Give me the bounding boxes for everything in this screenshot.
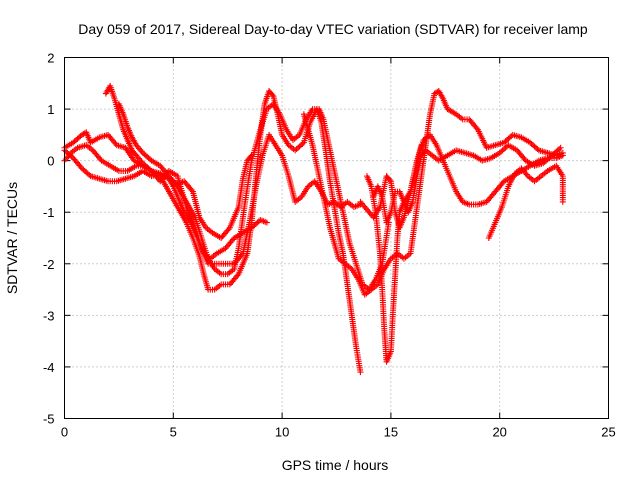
data-point xyxy=(559,198,566,205)
data-point xyxy=(418,142,425,149)
chart-title: Day 059 of 2017, Sidereal Day-to-day VTE… xyxy=(78,21,588,37)
data-series xyxy=(370,142,564,226)
data-point xyxy=(263,219,270,226)
y-tick-label: -5 xyxy=(43,412,55,427)
grid xyxy=(64,57,609,419)
x-tick-label: 10 xyxy=(275,425,289,440)
data-point xyxy=(269,91,276,98)
plot-frame xyxy=(64,57,609,419)
y-tick-label: -3 xyxy=(43,308,55,323)
axis-ticks xyxy=(64,57,609,419)
data-point xyxy=(357,369,364,376)
data-point xyxy=(559,152,566,159)
y-axis-label: SDTVAR / TECUs xyxy=(4,182,20,294)
data-series xyxy=(363,142,425,365)
data-point xyxy=(557,144,564,151)
y-tick-label: 1 xyxy=(47,102,54,117)
x-tick-label: 25 xyxy=(601,425,615,440)
y-tick-label: 2 xyxy=(47,51,54,66)
data-series xyxy=(300,88,566,298)
data-points xyxy=(61,82,566,376)
x-tick-labels: 0 5 10 15 20 25 xyxy=(61,425,616,440)
x-tick-label: 15 xyxy=(384,425,398,440)
y-tick-labels: -5 -4 -3 -2 -1 0 1 2 xyxy=(43,51,55,427)
data-series xyxy=(61,131,364,267)
data-point xyxy=(386,176,393,183)
x-tick-label: 20 xyxy=(492,425,506,440)
y-tick-label: -2 xyxy=(43,257,55,272)
x-axis-label: GPS time / hours xyxy=(282,457,389,473)
y-tick-label: -1 xyxy=(43,205,55,220)
x-tick-label: 0 xyxy=(61,425,68,440)
y-tick-label: -4 xyxy=(43,360,55,375)
data-series xyxy=(485,162,566,241)
x-tick-label: 5 xyxy=(170,425,177,440)
y-tick-label: 0 xyxy=(47,154,54,169)
